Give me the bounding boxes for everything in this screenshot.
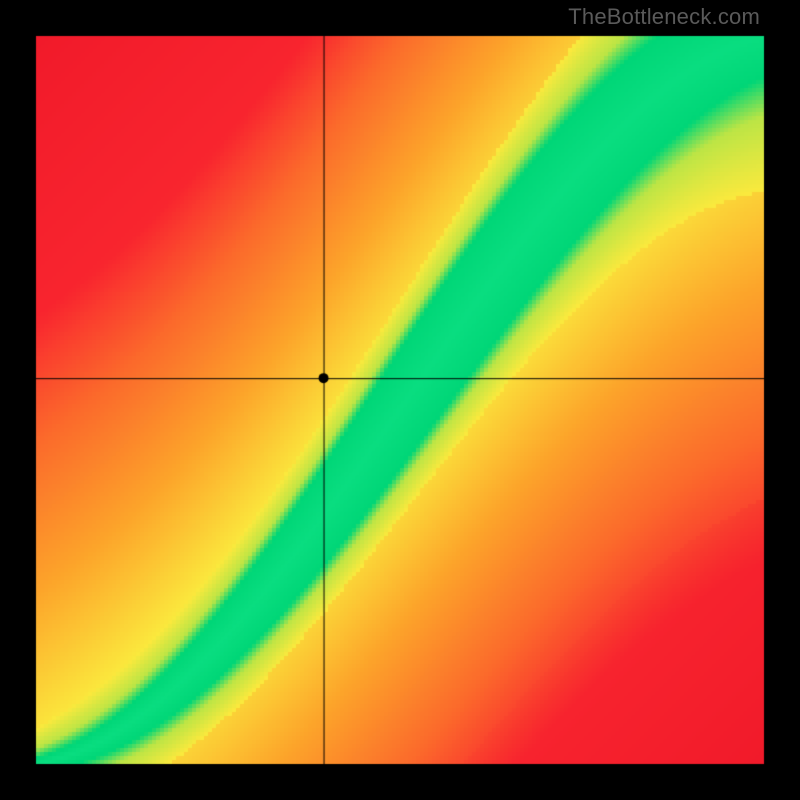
chart-container: TheBottleneck.com: [0, 0, 800, 800]
watermark-text: TheBottleneck.com: [568, 4, 760, 30]
bottleneck-heatmap: [0, 0, 800, 800]
